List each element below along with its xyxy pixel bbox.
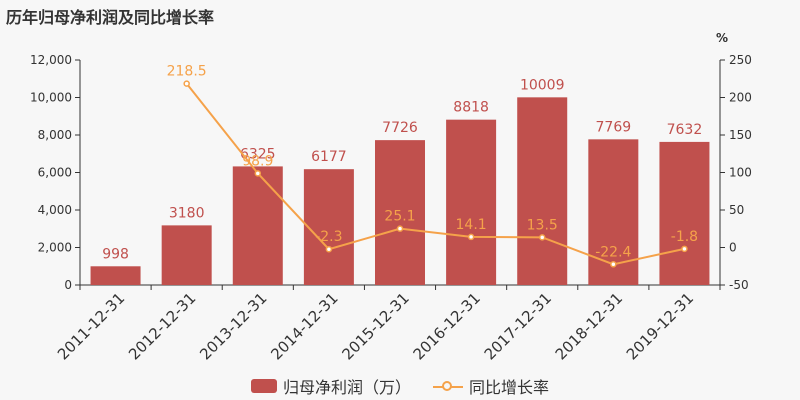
right-axis-tick-label: 200: [729, 91, 752, 105]
left-axis-tick-label: 0: [64, 278, 72, 292]
right-axis-tick-label: 250: [729, 53, 752, 67]
growth-value-label: -1.8: [671, 229, 698, 245]
right-axis-tick-label: 100: [729, 166, 752, 180]
growth-point: [610, 261, 617, 268]
x-axis-tick-label: 2014-12-31: [267, 289, 341, 363]
growth-value-label: -22.4: [595, 244, 631, 260]
x-axis-tick-label: 2011-12-31: [54, 289, 128, 363]
growth-point: [538, 234, 546, 241]
legend-line-label: 同比增长率: [469, 378, 550, 397]
x-axis-tick-label: 2013-12-31: [196, 289, 270, 363]
bar-value-label: 7726: [382, 120, 418, 136]
right-axis-tick-label: -50: [729, 278, 749, 292]
x-axis-tick-label: 2018-12-31: [552, 289, 626, 363]
legend-item-line[interactable]: 同比增长率: [433, 374, 549, 398]
left-axis-tick-label: 10,000: [30, 91, 72, 105]
x-axis-tick-label: 2016-12-31: [410, 289, 484, 363]
legend-item-bar[interactable]: 归母净利润（万）: [250, 374, 411, 398]
bar: [375, 140, 425, 285]
left-axis-tick-label: 4,000: [38, 203, 72, 217]
right-axis-tick-label: 0: [729, 241, 737, 255]
growth-value-label: 25.1: [384, 209, 415, 225]
growth-value-label: 14.1: [456, 217, 487, 233]
growth-point: [681, 245, 688, 253]
x-axis-tick-label: 2012-12-31: [125, 289, 199, 363]
right-axis-tick-label: 50: [729, 203, 744, 217]
growth-value-label: -2.3: [315, 229, 342, 245]
x-axis-tick-label: 2015-12-31: [338, 289, 412, 363]
growth-value-label: 13.5: [527, 217, 558, 233]
bar-value-label: 8818: [453, 100, 489, 116]
growth-point: [183, 80, 190, 87]
growth-point: [396, 225, 404, 232]
growth-point: [254, 170, 262, 177]
growth-value-label: 98.9: [242, 153, 273, 169]
legend-line-swatch: [433, 379, 463, 393]
bar-value-label: 6325: [240, 146, 276, 162]
x-axis-tick-label: 2019-12-31: [623, 289, 697, 363]
growth-point: [467, 233, 475, 241]
legend-bar-label: 归母净利润（万）: [282, 378, 411, 397]
bar-value-label: 7769: [596, 119, 632, 135]
left-axis-tick-label: 6,000: [38, 166, 72, 180]
right-axis-unit: %: [716, 31, 728, 45]
legend: 归母净利润（万） 同比增长率: [0, 374, 800, 398]
bar-value-label: 10009: [520, 77, 565, 93]
bar-value-label: 998: [102, 246, 129, 262]
left-axis-tick-label: 8,000: [38, 128, 72, 142]
x-axis-tick-label: 2017-12-31: [481, 289, 555, 363]
legend-bar-swatch: [250, 379, 277, 393]
bar: [517, 97, 568, 285]
growth-line: [185, 83, 685, 266]
left-axis-tick-label: 2,000: [38, 241, 72, 255]
bar: [446, 119, 497, 285]
bar-value-label: 3180: [169, 205, 205, 221]
chart-title: 历年归母净利润及同比增长率: [6, 8, 215, 27]
bar: [232, 166, 283, 285]
left-axis-tick-label: 12,000: [30, 53, 72, 67]
bar-value-label: 7632: [667, 122, 703, 138]
bar: [90, 266, 141, 285]
bar: [659, 141, 710, 285]
right-axis-tick-label: 150: [729, 128, 752, 142]
bar: [303, 169, 354, 285]
bar: [161, 225, 212, 285]
bar-value-label: 6177: [311, 149, 347, 165]
growth-point: [325, 245, 333, 253]
growth-value-label: 218.5: [167, 64, 207, 80]
